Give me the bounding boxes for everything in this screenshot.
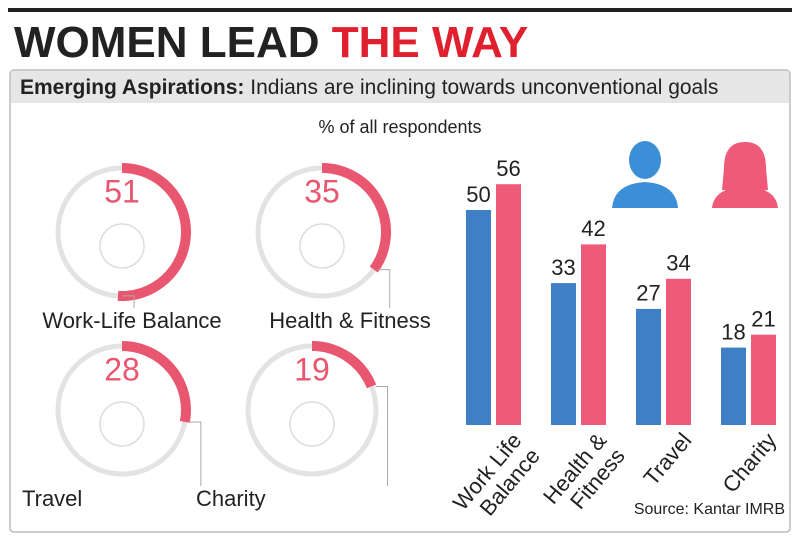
icon-placeholder bbox=[289, 401, 335, 447]
woman-icon bbox=[712, 142, 778, 208]
subtitle-text: Indians are inclining towards unconventi… bbox=[250, 76, 718, 99]
icon-placeholder bbox=[99, 223, 145, 269]
connector bbox=[121, 295, 135, 308]
man-icon bbox=[612, 141, 678, 208]
icon-placeholder bbox=[99, 401, 145, 447]
gauge-arc bbox=[321, 163, 391, 273]
gauge-value: 28 bbox=[104, 351, 140, 387]
subtitle: Emerging Aspirations: Indians are inclin… bbox=[20, 76, 718, 99]
gauge-value: 35 bbox=[304, 173, 340, 209]
title: WOMEN LEAD THE WAY bbox=[14, 18, 528, 67]
bar bbox=[751, 334, 776, 425]
gauge-arc bbox=[117, 163, 191, 301]
bar bbox=[721, 347, 746, 425]
gauge-arc bbox=[121, 341, 191, 423]
gauge-label: Travel bbox=[22, 486, 82, 511]
bar bbox=[581, 244, 606, 425]
gauge-value: 51 bbox=[104, 173, 140, 209]
note: % of all respondents bbox=[318, 117, 481, 137]
gauge-label: Health & Fitness bbox=[269, 308, 430, 333]
connector bbox=[188, 421, 202, 486]
title-red: THE WAY bbox=[332, 18, 528, 67]
bar-value: 21 bbox=[751, 307, 775, 332]
top-rule bbox=[8, 8, 792, 12]
bar-value: 42 bbox=[581, 216, 605, 241]
bar bbox=[636, 308, 661, 425]
bar-value: 33 bbox=[551, 255, 575, 280]
bar bbox=[496, 184, 521, 425]
title-black: WOMEN LEAD bbox=[14, 18, 320, 67]
bar-value: 18 bbox=[721, 319, 745, 344]
subtitle-band bbox=[11, 71, 789, 103]
connector bbox=[377, 269, 391, 308]
frame bbox=[9, 69, 791, 533]
bar bbox=[551, 283, 576, 425]
bar bbox=[666, 278, 691, 425]
bar-value: 56 bbox=[496, 156, 520, 181]
bar-value: 27 bbox=[636, 281, 660, 306]
gauge-arc bbox=[311, 341, 377, 389]
icon-placeholder bbox=[299, 223, 345, 269]
bar-value: 50 bbox=[466, 182, 490, 207]
bar bbox=[466, 210, 491, 425]
subtitle-bold: Emerging Aspirations: bbox=[20, 76, 244, 99]
source: Source: Kantar IMRB bbox=[634, 501, 785, 518]
bar-value: 34 bbox=[666, 251, 690, 276]
connector bbox=[375, 385, 389, 486]
gauge-label: Work-Life Balance bbox=[42, 308, 221, 333]
gauge-label: Charity bbox=[196, 486, 266, 511]
gauge-value: 19 bbox=[294, 351, 330, 387]
